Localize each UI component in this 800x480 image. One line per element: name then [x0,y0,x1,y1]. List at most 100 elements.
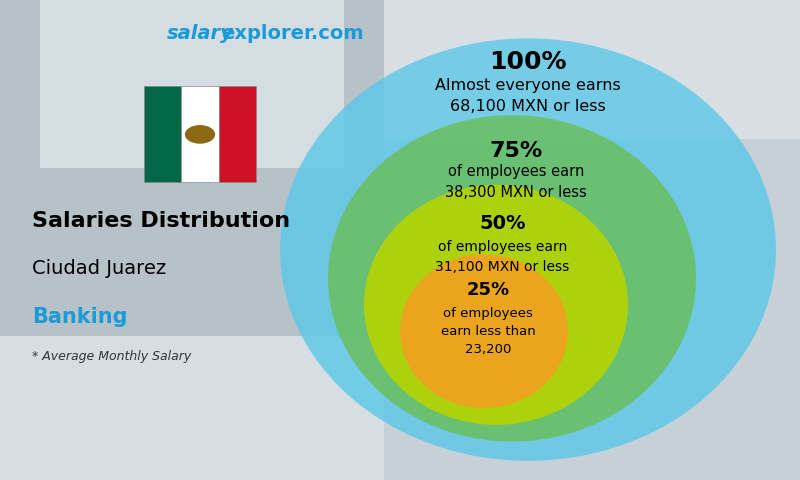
Bar [0,206,384,211]
Bar [0,302,384,307]
Bar [384,106,800,110]
Bar [384,470,800,475]
Ellipse shape [364,185,628,425]
Bar [384,403,800,408]
Bar [0,144,384,149]
Bar [0,163,384,168]
Bar [0,446,384,451]
Bar [384,192,800,197]
Bar [384,134,800,139]
Text: 75%: 75% [490,141,542,161]
Bar [0,403,384,408]
Bar [384,62,800,67]
Bar [0,48,384,53]
Bar [384,10,800,14]
Bar [384,168,800,173]
Bar [384,389,800,394]
Bar [0,274,384,278]
Bar [384,53,800,58]
Bar [384,374,800,379]
Ellipse shape [328,115,696,442]
Text: Banking: Banking [32,307,127,327]
Bar [384,187,800,192]
Bar [0,14,384,19]
Bar [384,206,800,211]
Bar [384,226,800,230]
Bar [0,230,384,235]
Bar [0,422,384,427]
Bar [0,106,384,110]
Bar [384,264,800,269]
Bar [0,413,384,418]
Bar [0,442,384,446]
Text: explorer.com: explorer.com [221,24,363,43]
Bar [384,413,800,418]
Bar [0,259,384,264]
Bar [384,355,800,360]
Bar [384,149,800,154]
Bar [384,331,800,336]
Bar [0,101,384,106]
Bar [384,466,800,470]
Bar [0,67,384,72]
Bar [384,346,800,350]
Bar [0,158,384,163]
Bar [384,197,800,202]
Bar [384,240,800,245]
Bar [0,240,384,245]
Bar [384,67,800,72]
Bar [384,96,800,101]
Bar [384,298,800,302]
Bar [218,86,256,182]
Bar [0,19,384,24]
Bar [0,470,384,475]
Bar [384,288,800,293]
Bar [40,0,344,168]
Bar [0,418,384,422]
Bar [384,48,800,53]
Bar [0,437,384,442]
Bar [384,322,800,326]
Bar [384,250,800,254]
Bar [384,360,800,365]
Bar [384,341,800,346]
Bar [384,254,800,259]
Bar [0,298,384,302]
Bar [384,307,800,312]
Bar [0,130,384,134]
Bar [384,34,800,38]
Bar [0,461,384,466]
Bar [384,461,800,466]
Bar [384,317,800,322]
Bar [0,427,384,432]
Bar [144,86,182,182]
Text: Ciudad Juarez: Ciudad Juarez [32,259,166,278]
Bar [384,293,800,298]
Text: of employees earn
38,300 MXN or less: of employees earn 38,300 MXN or less [445,164,587,201]
Bar [384,384,800,389]
Bar [0,384,384,389]
Bar [0,374,384,379]
Bar [0,326,384,331]
Bar [0,350,384,355]
Bar [0,322,384,326]
Bar [384,408,800,413]
Bar [384,418,800,422]
Bar [0,250,384,254]
Bar [384,221,800,226]
Bar [384,283,800,288]
Ellipse shape [280,38,776,461]
Bar [384,173,800,178]
Bar [0,331,384,336]
Bar [0,187,384,192]
Bar [0,408,384,413]
Bar [384,38,800,43]
Bar [384,178,800,182]
Bar [0,235,384,240]
Bar [0,197,384,202]
Bar [0,216,384,221]
Bar [0,283,384,288]
Bar [0,139,384,144]
Bar [384,245,800,250]
Bar [384,144,800,149]
